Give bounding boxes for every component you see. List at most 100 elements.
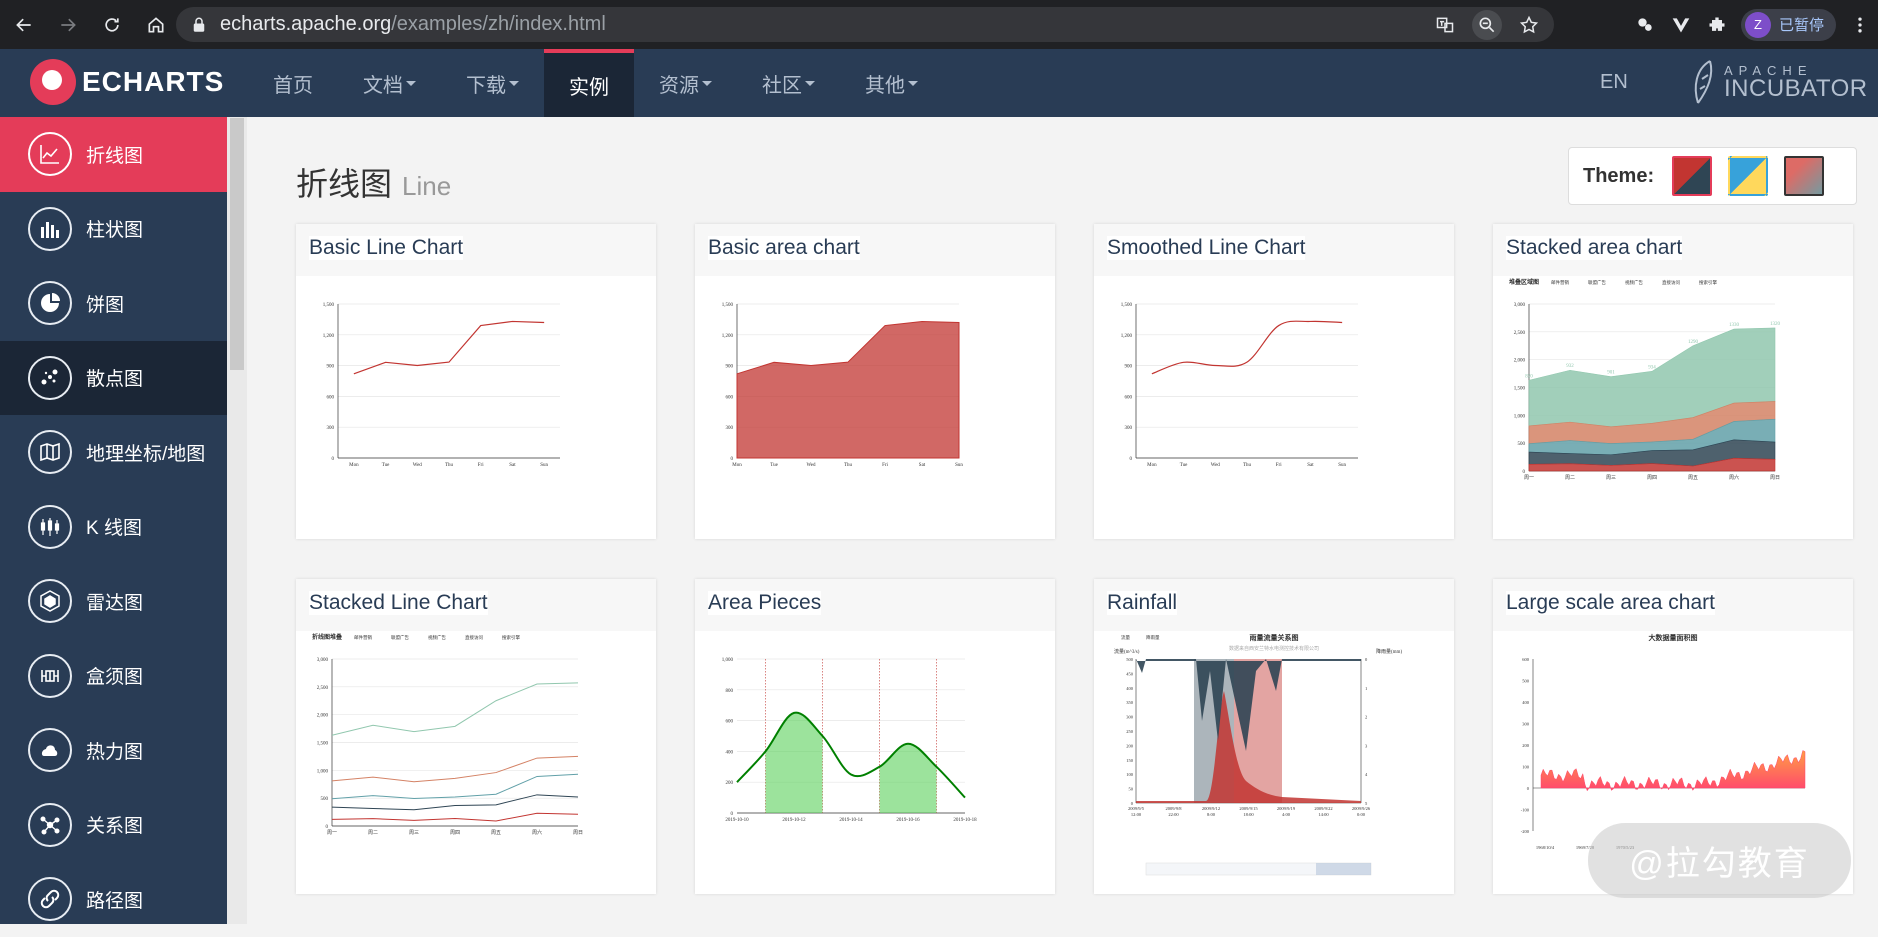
graph-icon: [28, 802, 72, 847]
sidebar-item-pie[interactable]: 饼图: [0, 266, 227, 341]
menu-examples[interactable]: 实例: [544, 49, 634, 117]
example-card-area-pieces[interactable]: Area Pieces 0 200 400 600 800 1,000 2019-10-10…: [695, 579, 1055, 894]
x-tick-label: Thu: [1243, 463, 1252, 468]
y-tick-label: 0: [731, 457, 734, 462]
example-card-stacked-area[interactable]: Stacked area chart 堆叠区域图 邮件营销 联盟广告 视频广告 直接访问…: [1493, 224, 1853, 539]
arrow-right-icon: [61, 18, 76, 31]
y-tick-label: 300: [726, 426, 734, 431]
more-menu-icon[interactable]: [1848, 13, 1872, 37]
menu-home[interactable]: 首页: [248, 49, 338, 117]
sidebar-item-label: K 线图: [86, 518, 142, 540]
reload-icon: [105, 17, 119, 32]
card-thumbnail[interactable]: 0 300 600 900 1,200 1,500 Mon Tue Wed Thu Fri Sat Su…: [308, 276, 644, 528]
y-tick-label: 600: [726, 720, 734, 725]
menu-label: 首页: [273, 74, 313, 97]
card-thumbnail[interactable]: 堆叠区域图 邮件营销 联盟广告 视频广告 直接访问 搜索引擎 0 500 1,000 1,500 2…: [1505, 276, 1841, 528]
card-thumbnail[interactable]: 折线图堆叠 邮件营销 联盟广告 视频广告 直接访问 搜索引擎 0 500 1,000 1,500 2…: [308, 631, 644, 883]
puzzle-icon[interactable]: [1705, 13, 1729, 37]
main-content: 折线图 Line Theme: Basic Line Chart 0 300 600 9…: [247, 117, 1878, 924]
menu-label: 社区: [762, 74, 802, 97]
reload-button[interactable]: [92, 5, 132, 45]
sidebar-scrollbar[interactable]: [227, 117, 247, 924]
sidebar-item-label: 散点图: [86, 369, 144, 391]
sidebar-item-scatter[interactable]: 散点图: [0, 340, 227, 415]
apache-incubator-logo[interactable]: APACHE INCUBATOR: [1690, 59, 1868, 105]
y-tick-label: 1,500: [1121, 303, 1133, 308]
theme-default-swatch[interactable]: [1672, 156, 1713, 196]
example-card-basic-area[interactable]: Basic area chart 0 300 600 900 1,200 1,500 Mon…: [695, 224, 1055, 539]
sidebar-item-label: 饼图: [86, 294, 125, 316]
rainfall-area: [1136, 659, 1361, 751]
data-label: 820: [1525, 374, 1533, 379]
bookmark-star-icon[interactable]: [1514, 10, 1544, 40]
example-card-rainfall[interactable]: Rainfall 雨量流量关系图 数据来自西安兰特水电测控技术有限公司 流量 降雨量流…: [1094, 579, 1454, 894]
menu-label: 其他: [865, 74, 905, 97]
y-axis-name-right: 降雨量(mm): [1376, 648, 1402, 655]
logo-text: ECHARTS: [82, 66, 225, 97]
chart-stacked-area: 堆叠区域图 邮件营销 联盟广告 视频广告 直接访问 搜索引擎 0 500 1,000 1,500 2…: [1509, 278, 1781, 481]
sidebar-item-boxplot[interactable]: 盒须图: [0, 639, 227, 714]
card-thumbnail[interactable]: 0 300 600 900 1,200 1,500 Mon Tue Wed Thu Fri Sat Su…: [1106, 276, 1442, 528]
y-tick-label-left: 200: [1126, 743, 1134, 748]
y-tick-label-left: 350: [1126, 700, 1134, 705]
menu-other[interactable]: 其他: [840, 49, 943, 117]
forward-button[interactable]: [48, 5, 88, 45]
scrollbar-thumb[interactable]: [230, 118, 244, 370]
sidebar-item-line[interactable]: 折线图: [0, 117, 227, 192]
chart-basic-area: 0 300 600 900 1,200 1,500 Mon Tue Wed Thu Fri Sat Su…: [722, 303, 964, 468]
x-tick-label: 1968/10/4: [1536, 845, 1555, 850]
example-card-basic-line[interactable]: Basic Line Chart 0 300 600 900 1,200 1,500 Mon…: [296, 224, 656, 539]
x-tick-label-time: 14:00: [1318, 812, 1329, 817]
menu-download[interactable]: 下载: [441, 49, 544, 117]
extension-icon[interactable]: [1633, 13, 1657, 37]
echarts-logo[interactable]: ECHARTS: [30, 59, 224, 105]
url-text[interactable]: echarts.apache.org/examples/zh/index.htm…: [220, 13, 606, 36]
data-label: 1290: [1688, 340, 1699, 345]
vue-devtools-icon[interactable]: [1669, 13, 1693, 37]
x-tick-label: 2009/9/15: [1239, 806, 1258, 811]
legend-item: 邮件营销: [1551, 279, 1569, 286]
page-title-sub: Line: [402, 171, 452, 201]
example-card-smoothed-line[interactable]: Smoothed Line Chart 0 300 600 900 1,200 1,500…: [1094, 224, 1454, 539]
theme-light-swatch[interactable]: [1728, 156, 1769, 196]
avatar: Z: [1744, 11, 1771, 38]
menu-docs[interactable]: 文档: [338, 49, 441, 117]
card-thumbnail[interactable]: 0 300 600 900 1,200 1,500 Mon Tue Wed Thu Fri Sat Su…: [707, 276, 1043, 528]
chart-smoothed-line: 0 300 600 900 1,200 1,500 Mon Tue Wed Thu Fri Sat Su…: [1121, 303, 1358, 468]
language-switch[interactable]: EN: [1600, 71, 1628, 93]
x-tick-label: Fri: [478, 463, 484, 468]
x-tick-label: Wed: [1211, 463, 1221, 468]
back-button[interactable]: [4, 5, 44, 45]
theme-dark-swatch[interactable]: [1784, 156, 1825, 196]
translate-icon[interactable]: [1430, 10, 1460, 40]
sidebar-item-candlestick[interactable]: K 线图: [0, 490, 227, 565]
x-tick-label: 2019-10-14: [839, 818, 863, 823]
menu-resources[interactable]: 资源: [634, 49, 737, 117]
caret-down-icon: [702, 80, 712, 86]
menu-community[interactable]: 社区: [737, 49, 840, 117]
sidebar-item-lines[interactable]: 路径图: [0, 862, 227, 937]
card-title: Rainfall: [1107, 591, 1178, 615]
card-thumbnail[interactable]: 0 200 400 600 800 1,000 2019-10-10 2019-10-12 20…: [707, 631, 1043, 883]
zoom-icon[interactable]: [1472, 9, 1502, 40]
site-header: ECHARTS 首页 文档 下载 实例 资源 社区 其他 EN APACHE I…: [0, 49, 1878, 117]
sidebar-item-radar[interactable]: 雷达图: [0, 564, 227, 639]
sidebar-item-map[interactable]: 地理坐标/地图: [0, 415, 227, 490]
menu-label: 文档: [363, 74, 403, 97]
home-button[interactable]: [136, 5, 176, 45]
x-tick-label: 2009/9/8: [1165, 806, 1182, 811]
y-tick-label-left: 500: [1126, 657, 1134, 662]
profile-button[interactable]: Z 已暂停: [1740, 8, 1836, 41]
browser-toolbar: echarts.apache.org/examples/zh/index.htm…: [0, 0, 1878, 49]
menu-label: 下载: [466, 74, 506, 97]
example-card-stacked-line[interactable]: Stacked Line Chart 折线图堆叠 邮件营销 联盟广告 视频广告 直接访问…: [296, 579, 656, 894]
sidebar-item-graph[interactable]: 关系图: [0, 788, 227, 863]
sidebar-item-bar[interactable]: 柱状图: [0, 192, 227, 267]
legend-item: 直接访问: [465, 634, 483, 641]
sidebar-item-heatmap[interactable]: 热力图: [0, 713, 227, 788]
y-tick-label: 0: [1527, 786, 1530, 791]
address-bar[interactable]: echarts.apache.org/examples/zh/index.htm…: [176, 7, 1554, 42]
x-tick-label: 2009/9/26: [1352, 806, 1371, 811]
heatmap-icon: [28, 728, 72, 773]
card-thumbnail[interactable]: 雨量流量关系图 数据来自西安兰特水电测控技术有限公司 流量 降雨量 流量(m^3/s) 降…: [1106, 631, 1442, 883]
